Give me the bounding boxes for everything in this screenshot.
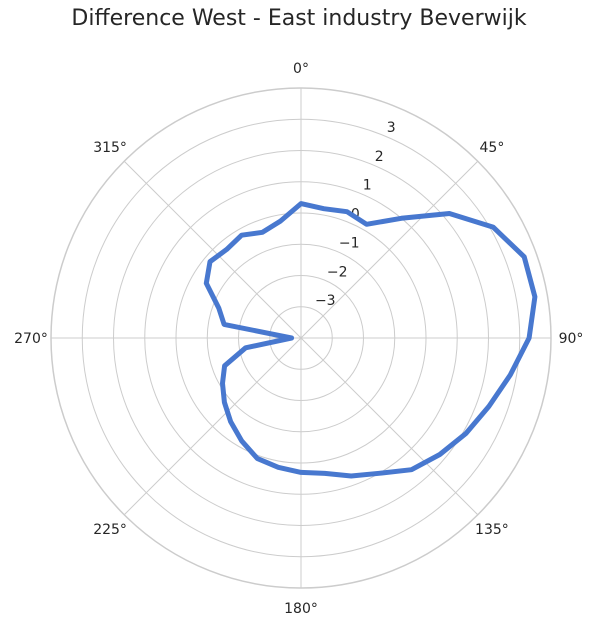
angular-gridline <box>123 337 302 516</box>
chart-title: Difference West - East industry Beverwij… <box>71 6 527 31</box>
angle-tick-label: 0° <box>293 61 309 77</box>
radial-tick-label: 3 <box>387 120 396 136</box>
radial-tick-label: 2 <box>375 149 384 165</box>
angle-tick-label: 225° <box>93 522 127 538</box>
series-line <box>203 201 538 479</box>
angular-gridline <box>300 160 479 339</box>
angle-tick-label: 90° <box>559 331 584 347</box>
angle-tick-label: 180° <box>284 601 318 617</box>
angular-grid <box>51 88 551 588</box>
radial-tick-label: −2 <box>327 264 348 280</box>
angle-tick-labels: 0° 45° 90° 135° 180° 225° 270° 315° <box>14 61 583 617</box>
angle-tick-label: 270° <box>14 331 48 347</box>
angular-gridline <box>300 337 479 516</box>
radial-tick-label: 1 <box>363 178 372 194</box>
radial-tick-label: −3 <box>315 293 336 309</box>
radial-tick-label: −1 <box>339 235 360 251</box>
angle-tick-label: 135° <box>475 522 509 538</box>
angular-gridline <box>123 160 302 339</box>
angle-tick-label: 45° <box>480 140 505 156</box>
angle-tick-label: 315° <box>93 140 127 156</box>
series-layer <box>203 201 538 479</box>
